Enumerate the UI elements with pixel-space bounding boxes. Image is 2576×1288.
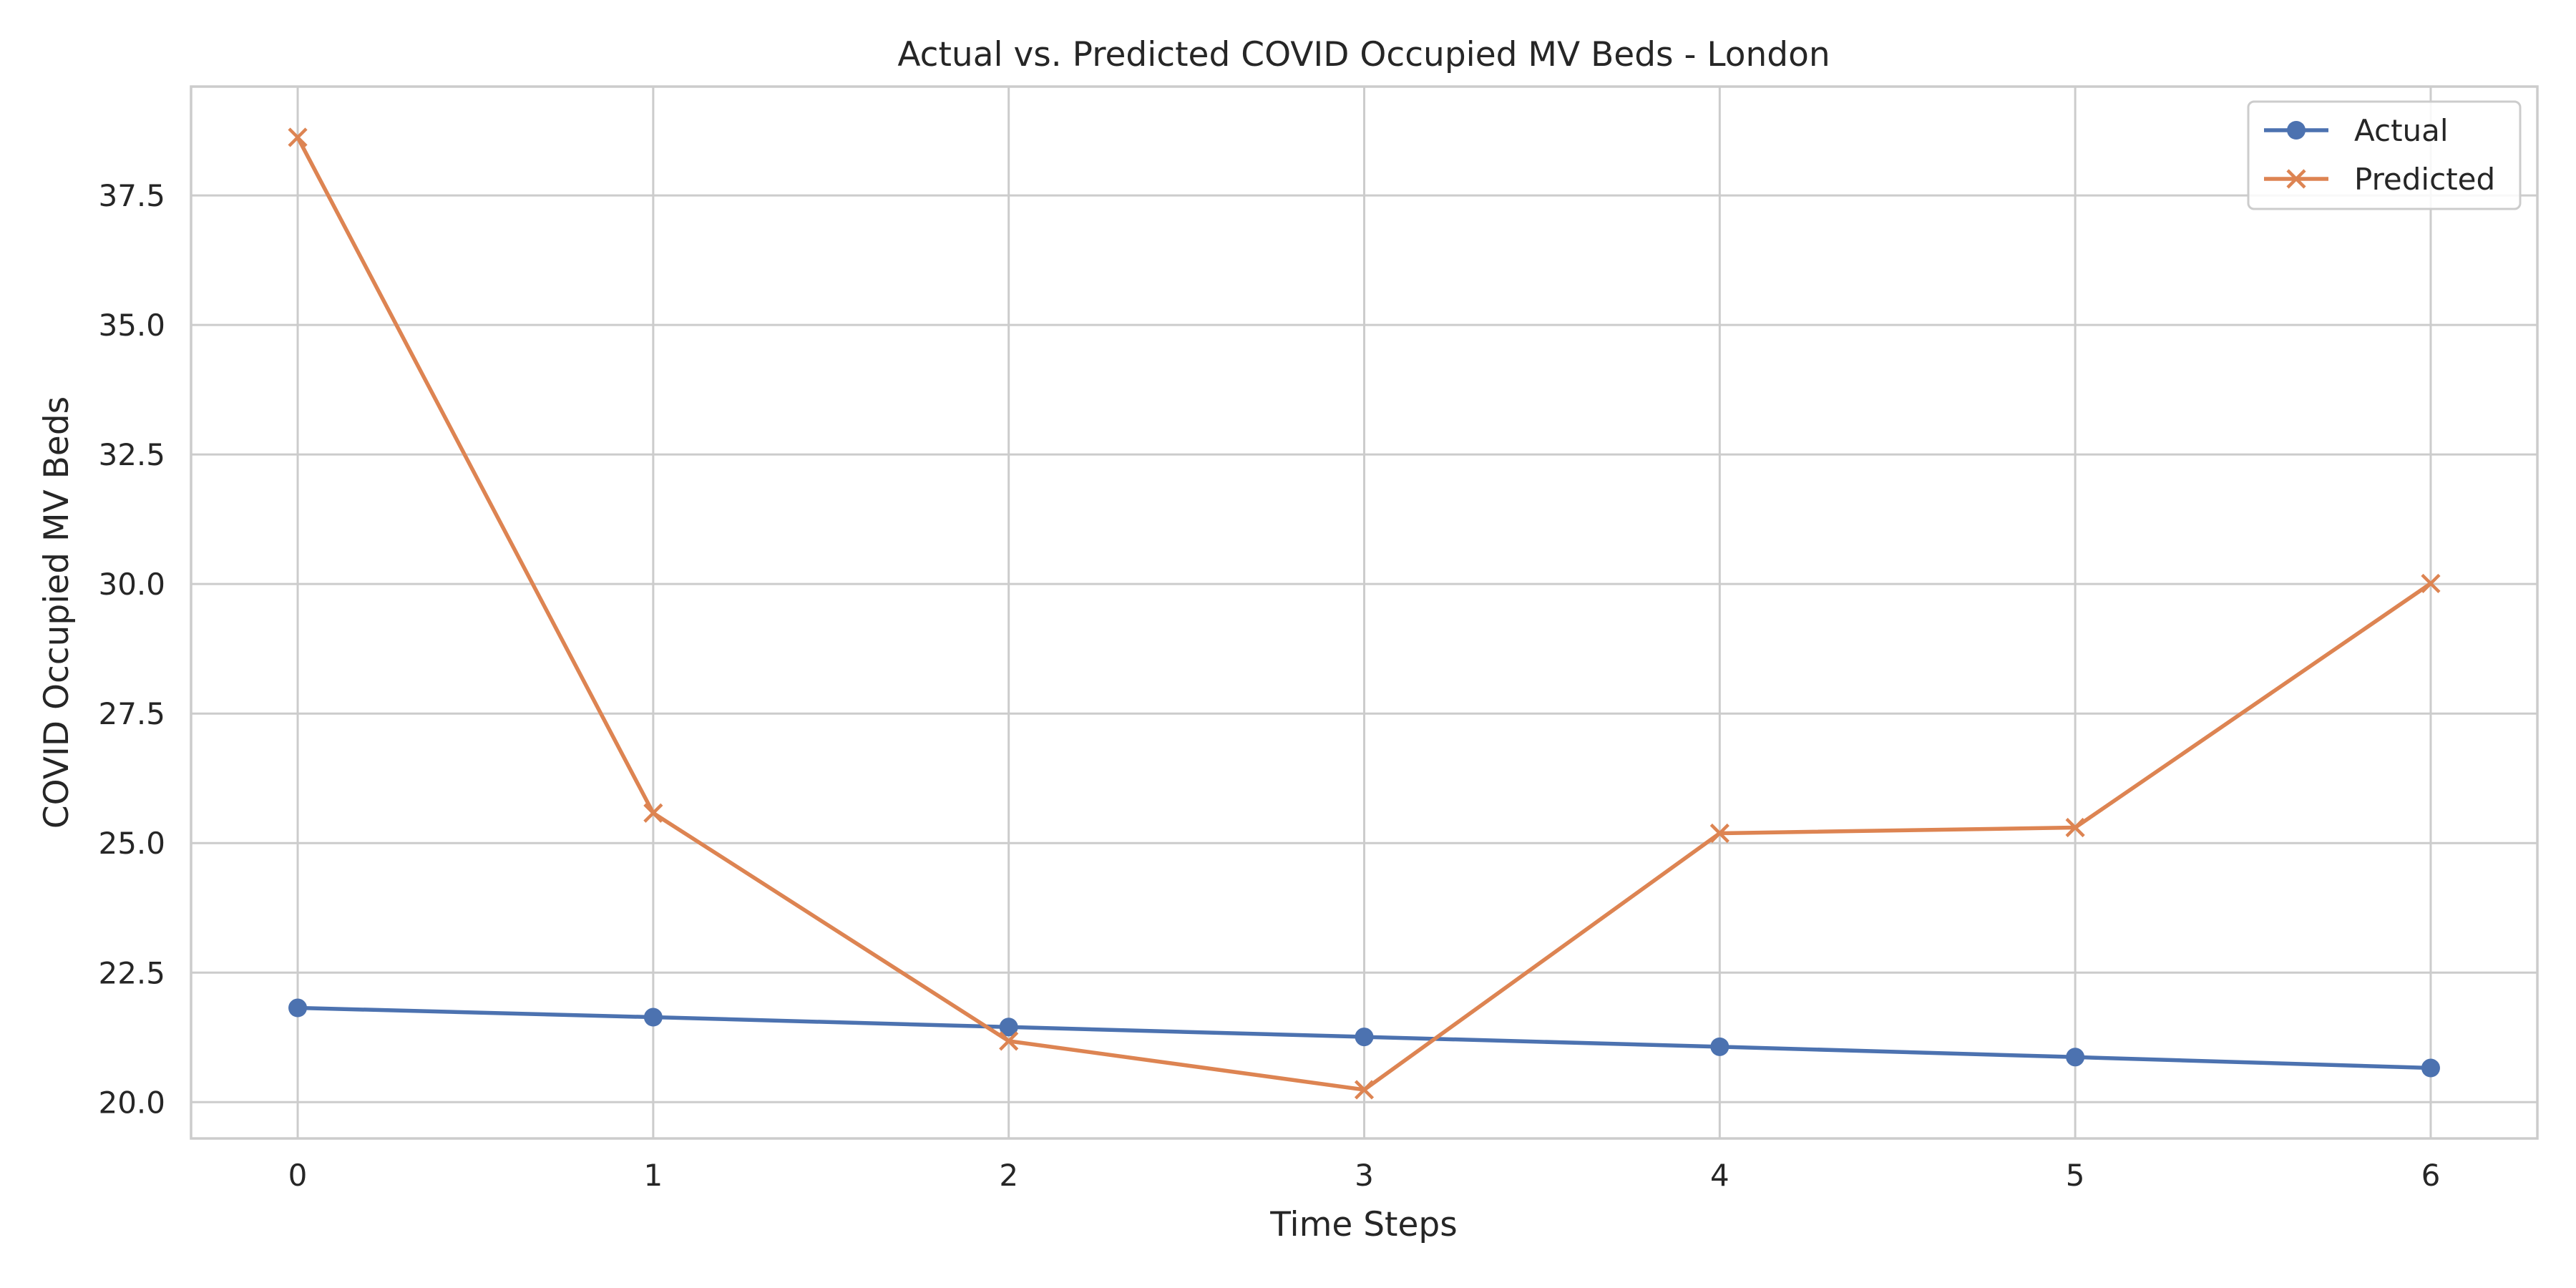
- y-tick-label: 22.5: [98, 955, 165, 990]
- y-tick-label: 35.0: [98, 308, 165, 343]
- x-tick-label: 1: [643, 1158, 663, 1193]
- series-actual: [288, 998, 2440, 1078]
- y-tick-label: 37.5: [98, 178, 165, 213]
- data-point: [643, 803, 663, 823]
- legend-label: Actual: [2354, 113, 2449, 148]
- x-tick-label: 0: [288, 1158, 308, 1193]
- legend-item-actual: Actual: [2264, 113, 2449, 148]
- y-tick-label: 20.0: [98, 1085, 165, 1120]
- data-point: [1709, 823, 1729, 844]
- data-point: [2421, 1058, 2440, 1078]
- legend: Actual Predicted: [2247, 100, 2522, 210]
- legend-marker: [2286, 169, 2306, 189]
- y-tick-label: 25.0: [98, 826, 165, 861]
- legend-label: Predicted: [2354, 162, 2495, 197]
- data-point: [1355, 1028, 1374, 1047]
- data-point: [2421, 573, 2441, 594]
- legend-item-predicted: Predicted: [2264, 162, 2495, 197]
- grid: [191, 87, 2537, 1138]
- y-tick-label: 32.5: [98, 437, 165, 472]
- tick-labels: 0 1 2 3 4 5 6 20.0 22.5 25.0 27.5 30.0 32.5 35.0 37.5: [98, 178, 2440, 1193]
- x-tick-label: 5: [2066, 1158, 2085, 1193]
- data-point: [643, 1008, 663, 1027]
- plot-frame: [190, 85, 2539, 1140]
- y-tick-label: 30.0: [98, 567, 165, 602]
- y-axis-label: COVID Occupied MV Beds: [37, 396, 77, 829]
- chart-title: Actual vs. Predicted COVID Occupied MV B…: [897, 35, 1830, 74]
- data-point: [288, 998, 308, 1018]
- series-layer: [288, 127, 2441, 1100]
- data-point: [1710, 1037, 1729, 1056]
- x-tick-label: 4: [1710, 1158, 1729, 1193]
- data-point: [1354, 1080, 1375, 1100]
- data-point: [999, 1018, 1018, 1037]
- legend-marker: [2287, 121, 2306, 140]
- data-point: [2065, 817, 2085, 838]
- x-axis-label: Time Steps: [1269, 1205, 1457, 1244]
- data-point: [999, 1031, 1019, 1051]
- data-point: [2066, 1048, 2085, 1067]
- x-tick-label: 6: [2421, 1158, 2441, 1193]
- x-tick-label: 2: [999, 1158, 1018, 1193]
- x-tick-label: 3: [1355, 1158, 1374, 1193]
- series-predicted: [288, 127, 2441, 1100]
- data-point: [288, 127, 308, 147]
- y-tick-label: 27.5: [98, 696, 165, 731]
